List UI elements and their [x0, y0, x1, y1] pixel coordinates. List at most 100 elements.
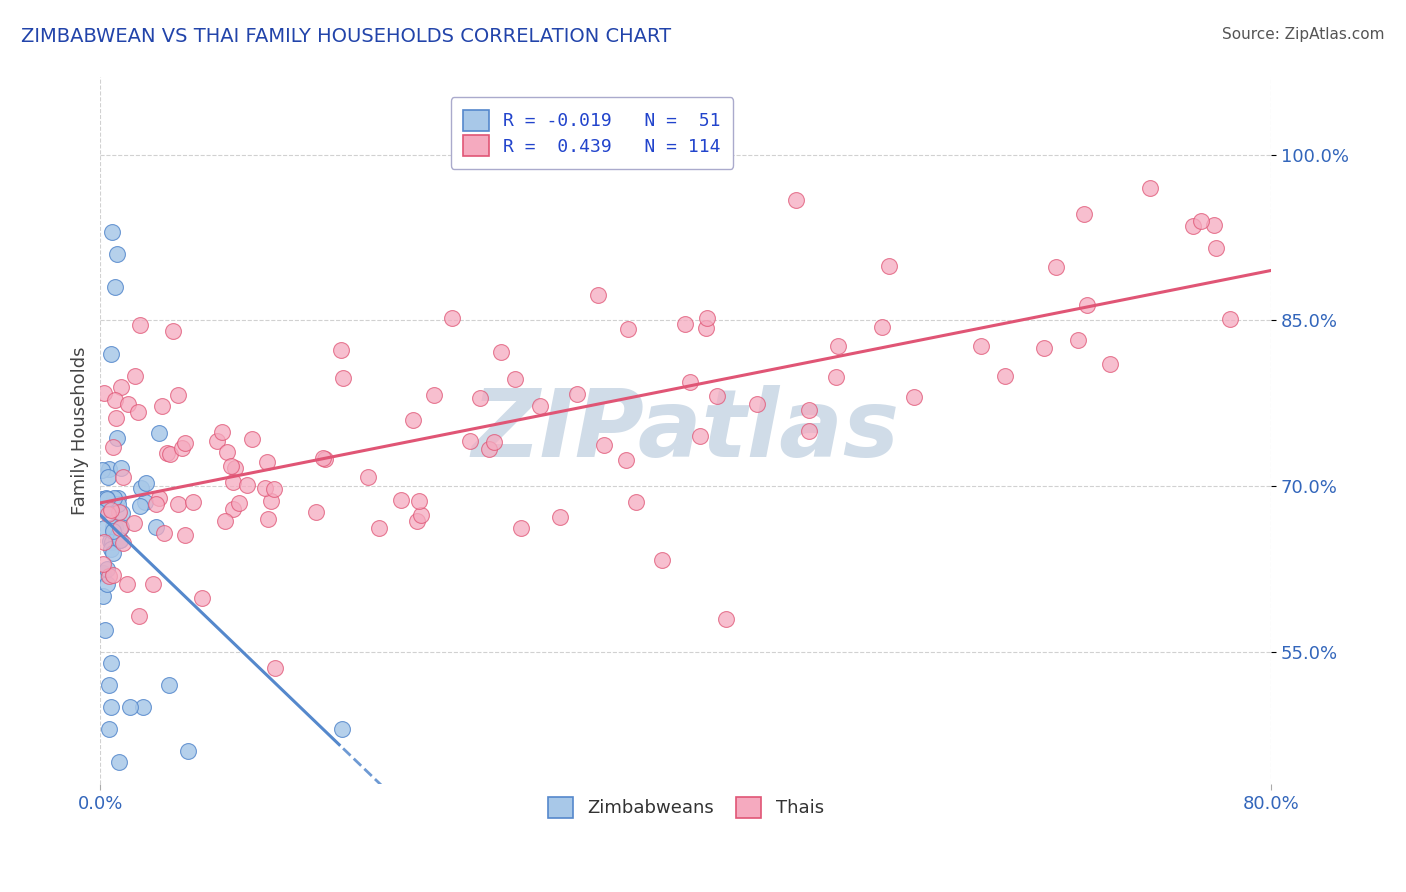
Point: [129, 499, 152, 513]
Point: [550, 509, 572, 524]
Point: [100, 534, 122, 549]
Point: [565, 386, 588, 401]
Point: [468, 392, 491, 406]
Point: [132, 700, 155, 714]
Point: [129, 481, 152, 495]
Point: [441, 310, 464, 325]
Point: [695, 320, 717, 334]
Point: [107, 491, 129, 506]
Point: [478, 442, 501, 457]
Legend: Zimbabweans, Thais: Zimbabweans, Thais: [540, 789, 831, 825]
Point: [870, 320, 893, 334]
Point: [91, 492, 114, 507]
Point: [105, 247, 128, 261]
Point: [104, 520, 127, 534]
Point: [166, 497, 188, 511]
Point: [128, 609, 150, 624]
Point: [191, 591, 214, 605]
Point: [256, 512, 278, 526]
Point: [100, 700, 122, 714]
Point: [177, 744, 200, 758]
Point: [101, 567, 124, 582]
Point: [264, 661, 287, 675]
Point: [332, 371, 354, 385]
Point: [96, 577, 118, 591]
Point: [673, 318, 696, 332]
Point: [174, 436, 197, 450]
Point: [142, 577, 165, 591]
Point: [167, 388, 190, 402]
Point: [90, 463, 112, 477]
Y-axis label: Family Households: Family Households: [72, 347, 89, 516]
Point: [159, 446, 181, 460]
Point: [104, 411, 127, 425]
Point: [157, 678, 180, 692]
Point: [152, 526, 174, 541]
Point: [1066, 333, 1088, 347]
Point: [1045, 260, 1067, 274]
Point: [617, 322, 640, 336]
Point: [110, 533, 132, 548]
Point: [110, 520, 132, 534]
Point: [103, 440, 125, 454]
Text: ZIPatlas: ZIPatlas: [471, 385, 900, 477]
Point: [128, 318, 150, 332]
Point: [207, 434, 229, 448]
Point: [1181, 219, 1204, 233]
Point: [389, 492, 412, 507]
Point: [402, 413, 425, 427]
Point: [100, 503, 122, 517]
Point: [1189, 214, 1212, 228]
Point: [1099, 357, 1122, 371]
Point: [330, 722, 353, 736]
Point: [706, 389, 728, 403]
Point: [135, 476, 157, 491]
Point: [696, 310, 718, 325]
Point: [94, 491, 117, 506]
Point: [181, 494, 204, 508]
Point: [214, 514, 236, 528]
Point: [124, 516, 146, 531]
Point: [970, 339, 993, 353]
Point: [305, 505, 328, 519]
Point: [91, 590, 114, 604]
Point: [100, 541, 122, 556]
Point: [797, 402, 820, 417]
Point: [145, 498, 167, 512]
Point: [1139, 181, 1161, 195]
Point: [134, 495, 156, 509]
Point: [256, 455, 278, 469]
Point: [357, 470, 380, 484]
Point: [240, 432, 263, 446]
Point: [97, 507, 120, 521]
Text: Source: ZipAtlas.com: Source: ZipAtlas.com: [1222, 27, 1385, 42]
Point: [222, 475, 245, 490]
Point: [127, 405, 149, 419]
Point: [221, 501, 243, 516]
Point: [624, 495, 647, 509]
Point: [228, 496, 250, 510]
Point: [93, 521, 115, 535]
Point: [689, 428, 711, 442]
Point: [111, 506, 134, 520]
Point: [827, 339, 849, 353]
Point: [91, 566, 114, 580]
Point: [101, 520, 124, 534]
Point: [148, 425, 170, 440]
Point: [156, 446, 179, 460]
Point: [93, 386, 115, 401]
Point: [503, 372, 526, 386]
Point: [93, 535, 115, 549]
Point: [145, 520, 167, 534]
Point: [215, 445, 238, 459]
Point: [592, 438, 614, 452]
Point: [510, 521, 533, 535]
Point: [235, 477, 257, 491]
Point: [174, 528, 197, 542]
Point: [423, 388, 446, 402]
Point: [148, 491, 170, 505]
Point: [100, 346, 122, 360]
Point: [118, 700, 141, 714]
Point: [97, 569, 120, 583]
Point: [588, 288, 610, 302]
